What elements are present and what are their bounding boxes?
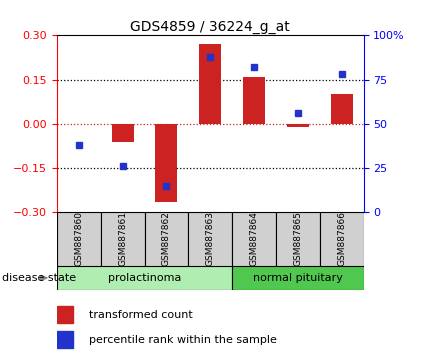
Bar — [243, 77, 265, 124]
FancyBboxPatch shape — [276, 212, 320, 266]
Bar — [155, 124, 177, 202]
Text: GSM887863: GSM887863 — [206, 211, 215, 267]
Text: GSM887860: GSM887860 — [74, 211, 83, 267]
Text: normal pituitary: normal pituitary — [253, 273, 343, 283]
Bar — [331, 95, 353, 124]
FancyBboxPatch shape — [320, 212, 364, 266]
Text: GSM887862: GSM887862 — [162, 211, 171, 267]
Title: GDS4859 / 36224_g_at: GDS4859 / 36224_g_at — [131, 21, 290, 34]
FancyBboxPatch shape — [232, 266, 364, 290]
Text: GSM887861: GSM887861 — [118, 211, 127, 267]
Text: GSM887866: GSM887866 — [337, 211, 346, 267]
Bar — [57, 306, 73, 323]
FancyBboxPatch shape — [57, 266, 232, 290]
Bar — [57, 331, 73, 348]
Bar — [199, 44, 221, 124]
Text: GSM887864: GSM887864 — [250, 211, 258, 267]
Text: percentile rank within the sample: percentile rank within the sample — [89, 335, 277, 344]
Bar — [287, 124, 309, 127]
FancyBboxPatch shape — [145, 212, 188, 266]
FancyBboxPatch shape — [101, 212, 145, 266]
Text: prolactinoma: prolactinoma — [108, 273, 181, 283]
Polygon shape — [41, 275, 47, 280]
Text: disease state: disease state — [2, 273, 76, 283]
Bar — [112, 124, 134, 142]
FancyBboxPatch shape — [57, 212, 101, 266]
FancyBboxPatch shape — [188, 212, 232, 266]
Text: transformed count: transformed count — [89, 310, 193, 320]
FancyBboxPatch shape — [232, 212, 276, 266]
Text: GSM887865: GSM887865 — [293, 211, 302, 267]
